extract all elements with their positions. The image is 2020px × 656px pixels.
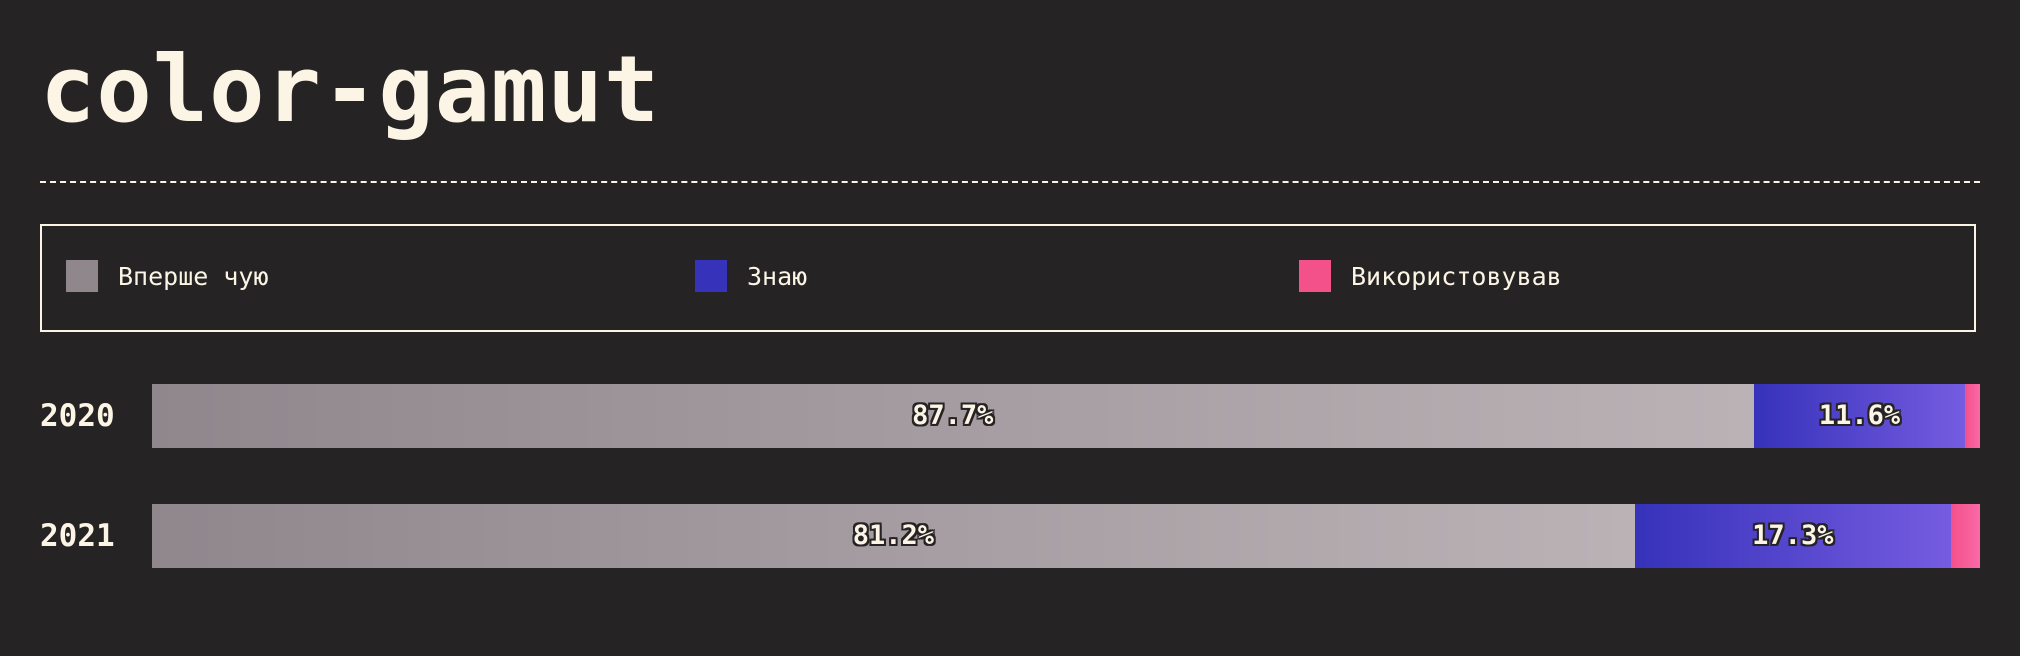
legend: Вперше чую Знаю Використовував [40,224,1976,332]
legend-swatch-never-heard [66,260,98,292]
title-divider [40,181,1980,183]
data-label-2020-never-heard: 87.7% [912,400,994,431]
bar-2021: 81.2% 17.3% [152,504,1980,568]
legend-item-used: Використовував [1299,260,1562,292]
bar-2020: 87.7% 11.6% [152,384,1980,448]
chart-title: color-gamut [40,36,661,143]
legend-label-never-heard: Вперше чую [118,261,269,291]
row-label-2020: 2020 [40,398,115,434]
legend-item-never-heard: Вперше чую [66,260,269,292]
legend-label-know: Знаю [747,261,808,291]
bar-segment-2021-never-heard [152,504,1635,568]
data-label-2021-know: 17.3% [1752,520,1834,551]
bar-segment-2020-used [1965,384,1980,448]
bar-segment-2020-never-heard [152,384,1754,448]
legend-item-know: Знаю [695,260,807,292]
bar-segment-2021-used [1950,504,1980,568]
legend-swatch-used [1299,260,1331,292]
legend-label-used: Використовував [1351,261,1562,291]
bar-segment-2021-know [1634,504,1951,568]
row-label-2021: 2021 [40,518,115,554]
legend-swatch-know [695,260,727,292]
bar-segment-2020-know [1753,384,1966,448]
data-label-2020-know: 11.6% [1818,400,1901,431]
data-label-2021-never-heard: 81.2% [852,520,935,551]
